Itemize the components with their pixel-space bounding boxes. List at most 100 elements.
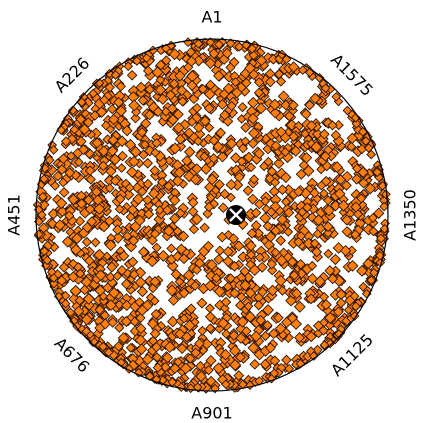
- data-point: [120, 315, 133, 328]
- data-point: [132, 56, 142, 66]
- data-point: [64, 210, 75, 221]
- data-point: [142, 65, 154, 77]
- data-point: [222, 255, 234, 267]
- data-point: [134, 276, 147, 289]
- data-point: [166, 315, 179, 328]
- data-point: [98, 220, 110, 233]
- data-point: [228, 330, 240, 341]
- data-point: [297, 207, 308, 217]
- data-point: [110, 70, 121, 80]
- data-point: [178, 253, 190, 265]
- data-point: [229, 344, 242, 357]
- data-point: [244, 62, 256, 75]
- data-point: [123, 61, 134, 72]
- data-point: [204, 311, 216, 323]
- data-point: [274, 322, 287, 335]
- data-point: [101, 120, 112, 131]
- data-point: [196, 297, 208, 309]
- data-point: [255, 314, 267, 326]
- data-point: [81, 221, 93, 234]
- data-point: [327, 273, 339, 285]
- data-point: [174, 328, 186, 340]
- data-point: [216, 151, 229, 163]
- data-point: [205, 192, 216, 203]
- data-point: [182, 269, 195, 282]
- data-point: [80, 313, 93, 326]
- data-point: [339, 244, 352, 257]
- data-point: [136, 127, 148, 138]
- data-point: [213, 285, 226, 298]
- data-point: [356, 193, 367, 204]
- data-point: [109, 153, 122, 166]
- data-point: [335, 174, 347, 186]
- data-point: [289, 270, 300, 281]
- data-point: [350, 201, 362, 213]
- data-point: [324, 265, 336, 277]
- data-point: [137, 186, 148, 197]
- data-point: [60, 136, 72, 147]
- data-point: [262, 304, 274, 316]
- data-point: [112, 231, 124, 244]
- data-point: [185, 55, 198, 67]
- data-point: [269, 107, 281, 119]
- data-point: [239, 265, 251, 277]
- data-point: [135, 343, 148, 356]
- data-point: [160, 106, 171, 117]
- data-point: [329, 253, 342, 266]
- data-point: [190, 347, 202, 359]
- data-point: [75, 114, 87, 125]
- data-point: [217, 202, 229, 214]
- data-point: [323, 227, 334, 238]
- data-point: [309, 238, 320, 249]
- data-point: [214, 39, 224, 50]
- data-point: [205, 354, 217, 367]
- data-point: [69, 284, 82, 297]
- data-point: [94, 304, 105, 316]
- data-point: [279, 131, 292, 144]
- data-point: [106, 261, 118, 273]
- data-point: [334, 329, 344, 339]
- data-point: [243, 301, 254, 312]
- data-point: [135, 312, 146, 324]
- data-point: [150, 147, 161, 158]
- data-point: [249, 174, 260, 185]
- data-point: [174, 133, 186, 145]
- data-point: [259, 358, 271, 370]
- data-point: [177, 230, 190, 242]
- data-point: [147, 317, 159, 330]
- data-point: [47, 208, 60, 220]
- data-point: [142, 178, 154, 190]
- data-point: [286, 256, 298, 268]
- data-point: [341, 214, 353, 226]
- data-point: [58, 187, 70, 198]
- data-point: [104, 215, 115, 227]
- data-point: [210, 383, 220, 394]
- data-point: [215, 127, 227, 139]
- data-point: [302, 202, 313, 213]
- data-point: [79, 284, 90, 296]
- data-point: [260, 330, 271, 342]
- data-point: [300, 128, 310, 139]
- data-point: [70, 243, 82, 256]
- data-point: [116, 135, 128, 148]
- data-point: [318, 128, 330, 140]
- anchor-label-a226: A226: [51, 54, 94, 97]
- data-point: [275, 235, 287, 246]
- data-point: [149, 165, 161, 176]
- data-point: [211, 272, 222, 284]
- data-point: [204, 181, 216, 193]
- data-point: [199, 222, 210, 233]
- data-point: [189, 173, 202, 186]
- data-point: [163, 225, 175, 237]
- data-point: [265, 138, 277, 149]
- data-point: [166, 259, 179, 272]
- data-point: [74, 215, 86, 227]
- data-point: [239, 279, 252, 292]
- data-point: [264, 173, 275, 184]
- data-point: [107, 134, 119, 146]
- data-point: [73, 157, 84, 168]
- data-point: [181, 331, 193, 343]
- data-point: [287, 61, 300, 73]
- data-point: [85, 174, 96, 185]
- data-point: [82, 292, 95, 305]
